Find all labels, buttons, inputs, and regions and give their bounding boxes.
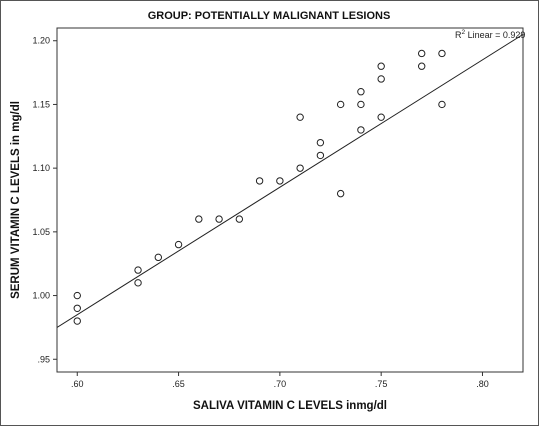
data-point [134,279,142,287]
data-point [296,164,304,172]
y-tick-label: 1.15 [32,99,50,109]
r-squared-label: R2 Linear = 0.929 [455,29,525,40]
data-point [235,215,244,223]
data-point [417,49,426,58]
x-tick-label: .60 [71,379,84,389]
data-point [336,100,345,109]
y-tick-label: 1.10 [32,163,50,173]
data-points [73,49,446,325]
r-squared-value: Linear = 0.929 [465,30,525,40]
y-tick-label: 1.05 [32,227,50,237]
data-point [255,177,264,185]
data-point [316,138,325,147]
data-point [195,215,203,223]
data-point [174,240,183,249]
data-point [357,126,365,134]
x-axis-label: SALIVA VITAMIN C LEVELS inmg/dl [193,400,387,412]
x-tick-label: .75 [375,379,388,389]
x-axis-ticks: .60 .65 .70 .75 .80 [71,372,489,389]
data-point [154,253,163,262]
data-point [276,177,284,185]
y-tick-label: 1.20 [32,36,50,46]
data-point [357,88,365,96]
data-point [377,113,385,121]
y-tick-label: 1.00 [32,291,50,301]
y-axis-ticks: 1.20 1.15 1.10 1.05 1.00 .95 [32,36,57,364]
data-point [215,215,223,223]
y-tick-label: .95 [37,354,50,364]
y-axis-label: SERUM VITAMIN C LEVELS in mg/dl [10,101,22,299]
data-point [73,291,81,300]
chart-title: GROUP: POTENTIALLY MALIGNANT LESIONS [148,10,391,22]
r-squared-prefix: R [455,30,462,40]
data-point [377,62,385,70]
data-point [134,266,142,274]
data-point [316,151,325,160]
x-tick-label: .65 [172,379,185,389]
data-point [336,189,345,198]
data-point [377,75,385,83]
data-point [438,100,446,109]
x-tick-label: .80 [476,379,489,389]
plot-area [56,27,524,373]
x-tick-label: .70 [274,379,287,389]
data-point [73,304,81,312]
r-squared-superscript: 2 [462,29,466,36]
data-point [417,62,426,70]
data-point [357,100,365,109]
data-point [73,317,81,325]
regression-line [57,33,523,328]
data-point [296,113,304,121]
data-point [438,49,446,58]
